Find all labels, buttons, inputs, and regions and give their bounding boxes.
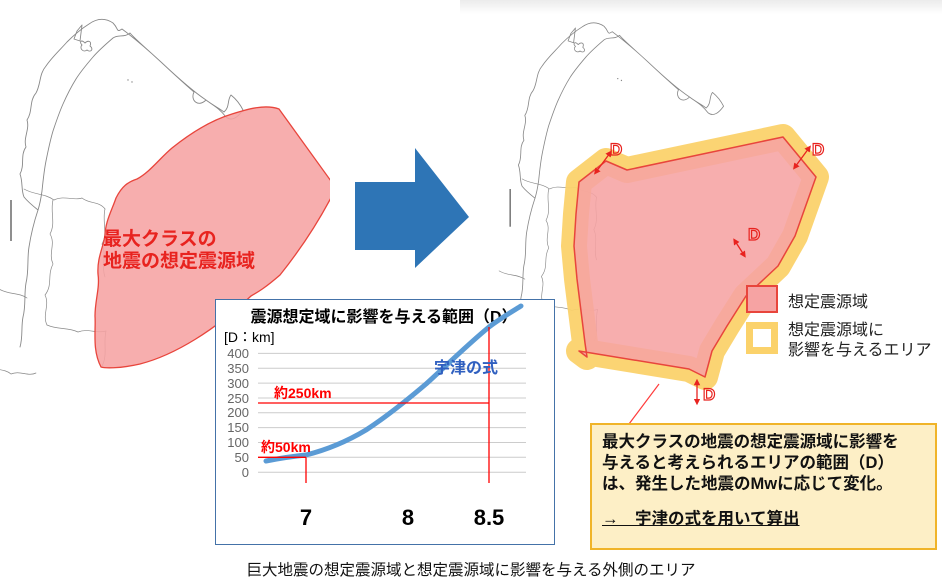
svg-text:7: 7 [300,505,312,530]
svg-text:8: 8 [402,505,414,530]
svg-text:200: 200 [227,405,249,420]
svg-text:宇津の式: 宇津の式 [434,359,498,377]
svg-text:100: 100 [227,435,249,450]
svg-text:約50km: 約50km [261,439,311,455]
svg-text:8.5: 8.5 [474,505,505,530]
svg-text:[D：km]: [D：km] [224,329,275,345]
svg-text:350: 350 [227,361,249,376]
svg-text:0: 0 [242,465,249,480]
svg-text:400: 400 [227,346,249,361]
svg-text:150: 150 [227,420,249,435]
svg-text:300: 300 [227,376,249,391]
svg-text:50: 50 [235,450,249,465]
svg-text:震源想定域に影響を与える範囲（D）: 震源想定域に影響を与える範囲（D） [250,307,517,326]
svg-text:約250km: 約250km [274,385,332,401]
svg-text:250: 250 [227,391,249,406]
